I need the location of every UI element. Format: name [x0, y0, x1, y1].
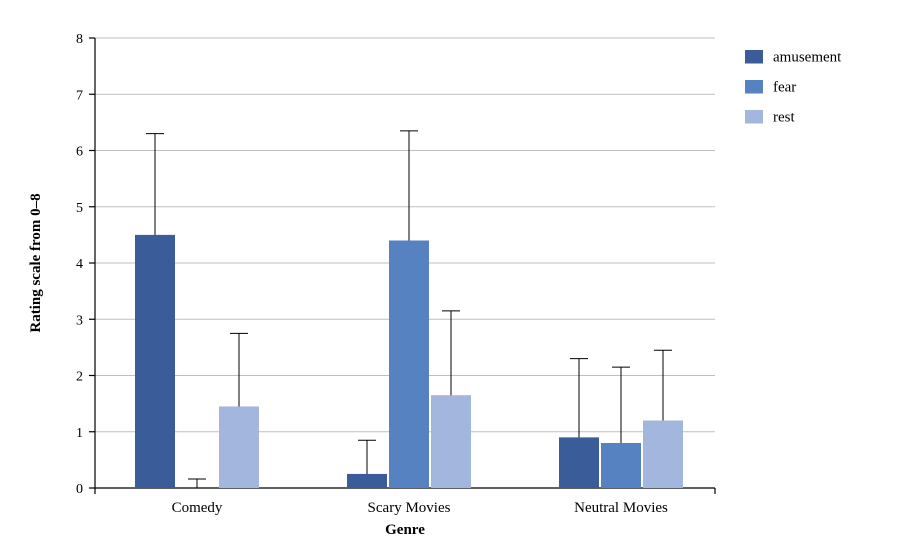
bar — [389, 241, 429, 489]
y-tick-label: 5 — [76, 201, 83, 216]
bar — [559, 437, 599, 488]
bar — [135, 235, 175, 488]
category-label: Neutral Movies — [574, 500, 668, 516]
bar — [643, 421, 683, 489]
y-tick-label: 6 — [76, 145, 83, 160]
legend-label: rest — [773, 110, 795, 126]
bar — [431, 395, 471, 488]
category-label: Comedy — [172, 500, 223, 516]
y-tick-label: 7 — [76, 88, 83, 103]
bar — [601, 443, 641, 488]
y-tick-label: 2 — [76, 370, 83, 385]
y-tick-label: 1 — [76, 426, 83, 441]
y-axis-label: Rating scale from 0–8 — [28, 193, 44, 332]
y-tick-label: 0 — [76, 482, 83, 497]
legend-swatch — [745, 80, 763, 94]
bar — [219, 406, 259, 488]
legend-label: fear — [773, 80, 796, 96]
x-axis-label: Genre — [385, 522, 425, 538]
legend-label: amusement — [773, 50, 842, 66]
bar — [347, 474, 387, 488]
y-tick-label: 8 — [76, 32, 83, 47]
y-tick-label: 4 — [76, 257, 83, 272]
legend-swatch — [745, 110, 763, 124]
chart-container: 0 1 2 3 4 5 6 7 8 Comedy Scary Movies Neutral Movie… — [0, 0, 900, 554]
bar-chart: 0 1 2 3 4 5 6 7 8 Comedy Scary Movies Neutral Movie… — [0, 0, 900, 554]
y-tick-label: 3 — [76, 313, 83, 328]
category-label: Scary Movies — [368, 500, 451, 516]
legend-swatch — [745, 50, 763, 64]
